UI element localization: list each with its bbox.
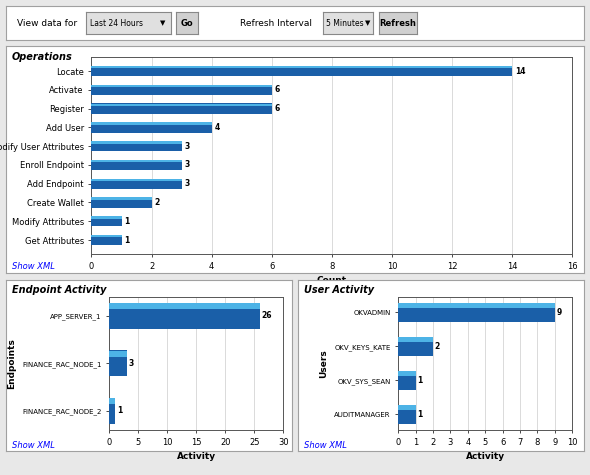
Text: Go: Go [181, 19, 194, 28]
Text: Operations: Operations [12, 52, 73, 62]
X-axis label: Activity: Activity [176, 452, 216, 461]
Text: 14: 14 [515, 66, 526, 76]
X-axis label: Count: Count [317, 276, 347, 285]
Bar [91, 198, 152, 200]
Bar [91, 235, 122, 245]
Bar [91, 216, 122, 218]
Text: 6: 6 [275, 104, 280, 113]
Text: Show XML: Show XML [12, 440, 54, 449]
Text: 4: 4 [215, 123, 220, 132]
Text: 3: 3 [128, 359, 133, 368]
Text: Endpoint Activity: Endpoint Activity [12, 285, 106, 294]
Bar [109, 303, 260, 329]
Text: 3: 3 [185, 161, 190, 170]
Text: Refresh: Refresh [379, 19, 417, 28]
Bar [398, 405, 415, 424]
Text: User Activity: User Activity [304, 285, 374, 294]
Text: ▼: ▼ [365, 20, 370, 26]
Bar [91, 123, 212, 125]
Bar [91, 197, 152, 208]
Bar [91, 66, 512, 68]
Bar [398, 303, 555, 322]
Text: 5 Minutes: 5 Minutes [326, 19, 363, 28]
Text: Last 24 Hours: Last 24 Hours [90, 19, 143, 28]
Bar [91, 85, 272, 87]
Bar [398, 337, 433, 342]
Bar [398, 371, 415, 376]
Text: 9: 9 [556, 308, 562, 317]
Text: Show XML: Show XML [12, 262, 54, 271]
Text: 1: 1 [417, 376, 422, 385]
Text: 1: 1 [117, 406, 122, 415]
Text: Refresh Interval: Refresh Interval [240, 19, 312, 28]
Text: ▼: ▼ [160, 20, 165, 26]
Bar [91, 160, 182, 162]
Bar [109, 351, 126, 376]
Y-axis label: Endpoints: Endpoints [8, 338, 17, 389]
Text: 26: 26 [262, 312, 272, 321]
Bar [109, 398, 115, 424]
Y-axis label: Users: Users [320, 349, 329, 378]
Bar [91, 104, 272, 114]
Text: 3: 3 [185, 142, 190, 151]
Bar [91, 104, 272, 106]
Text: View data for: View data for [18, 19, 78, 28]
Bar [109, 351, 126, 357]
Text: 1: 1 [417, 410, 422, 419]
Bar [91, 179, 182, 181]
Text: 2: 2 [434, 342, 440, 351]
Text: 2: 2 [155, 198, 160, 207]
Bar [398, 337, 433, 356]
Bar [91, 235, 122, 238]
Bar [91, 66, 512, 76]
Text: Show XML: Show XML [304, 440, 346, 449]
Bar [91, 179, 182, 189]
Text: 3: 3 [185, 179, 190, 188]
Bar [109, 398, 115, 404]
Bar [91, 85, 272, 95]
Bar [91, 216, 122, 227]
Bar [91, 122, 212, 133]
Text: 1: 1 [124, 236, 130, 245]
Bar [91, 141, 182, 152]
Bar [398, 371, 415, 390]
Text: 6: 6 [275, 86, 280, 95]
Bar [109, 303, 260, 309]
Bar [91, 160, 182, 170]
Text: 1: 1 [124, 217, 130, 226]
Bar [398, 303, 555, 307]
Bar [398, 405, 415, 410]
Bar [91, 141, 182, 143]
X-axis label: Activity: Activity [466, 452, 505, 461]
